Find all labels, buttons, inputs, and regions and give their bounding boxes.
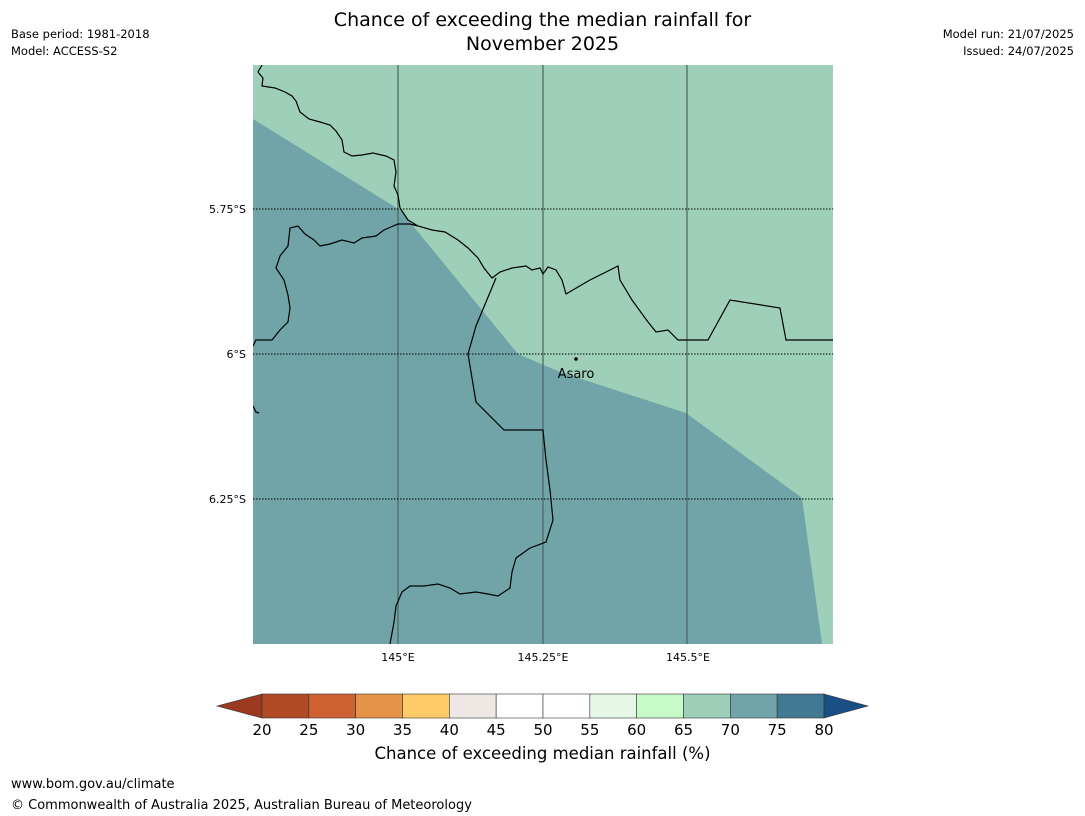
colorbar-tick-label: 50: [533, 721, 552, 739]
colorbar-tick-label: 75: [768, 721, 787, 739]
colorbar-label: Chance of exceeding median rainfall (%): [374, 744, 711, 763]
colorbar-tick-label: 30: [346, 721, 365, 739]
model-text: Model: ACCESS-S2: [11, 44, 118, 58]
model-run-text: Model run: 21/07/2025: [942, 27, 1074, 41]
colorbar-segment: [449, 693, 497, 719]
colorbar-segment: [402, 693, 450, 719]
colorbar-tick-label: 55: [580, 721, 599, 739]
lat-label-6-25s: 6.25°S: [209, 493, 246, 506]
colorbar-tick-label: 35: [393, 721, 412, 739]
colorbar-tick-label: 60: [627, 721, 646, 739]
lon-label-145e: 145°E: [381, 651, 414, 664]
meta-right: Model run: 21/07/2025 Issued: 24/07/2025: [943, 26, 1074, 60]
colorbar-segment: [636, 693, 684, 719]
colorbar-segment: [495, 693, 544, 719]
colorbar-segment: [776, 693, 825, 719]
colorbar-extend-high: [823, 693, 870, 719]
colorbar-segment: [261, 693, 310, 719]
footer-url: www.bom.gov.au/climate: [11, 777, 175, 792]
colorbar-segment: [308, 693, 356, 719]
colorbar-segment: [589, 693, 637, 719]
base-period-text: Base period: 1981-2018: [11, 27, 150, 41]
colorbar-tick-label: 65: [674, 721, 693, 739]
colorbar-segment: [355, 693, 403, 719]
lat-label-6s: 6°S: [227, 348, 246, 361]
colorbar-segment: [730, 693, 778, 719]
town-marker: [574, 357, 578, 361]
title-line-1: Chance of exceeding the median rainfall …: [333, 9, 752, 31]
meta-left: Base period: 1981-2018 Model: ACCESS-S2: [11, 26, 150, 60]
colorbar-tick-label: 25: [299, 721, 318, 739]
colorbar-tick-label: 80: [814, 721, 833, 739]
province-border-fragment: [253, 405, 260, 414]
lat-label-5-75s: 5.75°S: [209, 203, 246, 216]
colorbar-tick-label: 45: [487, 721, 506, 739]
colorbar-tick-label: 70: [721, 721, 740, 739]
probability-band-70-75: [253, 119, 822, 644]
map-title: Chance of exceeding the median rainfall …: [0, 8, 1085, 56]
colorbar: 20 25 30 35 40 45 50 55 60 65 70 75 80: [215, 693, 870, 739]
colorbar-segment: [542, 693, 591, 719]
title-line-2: November 2025: [465, 33, 620, 55]
town-label: Asaro: [558, 367, 595, 382]
colorbar-segment: [683, 693, 731, 719]
footer: www.bom.gov.au/climate © Commonwealth of…: [11, 774, 472, 816]
lon-label-145-5e: 145.5°E: [666, 651, 710, 664]
colorbar-tick-label: 20: [252, 721, 271, 739]
colorbar-extend-low: [215, 693, 263, 719]
map-panel: Asaro 5.75°S 6°S 6.25°S 145°E 145.25°E 1…: [209, 65, 833, 664]
province-border-north: [257, 65, 833, 341]
issued-text: Issued: 24/07/2025: [963, 44, 1074, 58]
colorbar-segments: [215, 693, 870, 719]
colorbar-ticks: 20 25 30 35 40 45 50 55 60 65 70 75 80: [252, 721, 833, 739]
lon-label-145-25e: 145.25°E: [518, 651, 569, 664]
colorbar-tick-label: 40: [440, 721, 459, 739]
province-border-south: [389, 277, 554, 644]
footer-copyright: © Commonwealth of Australia 2025, Austra…: [11, 798, 472, 813]
province-border-west: [253, 223, 419, 347]
